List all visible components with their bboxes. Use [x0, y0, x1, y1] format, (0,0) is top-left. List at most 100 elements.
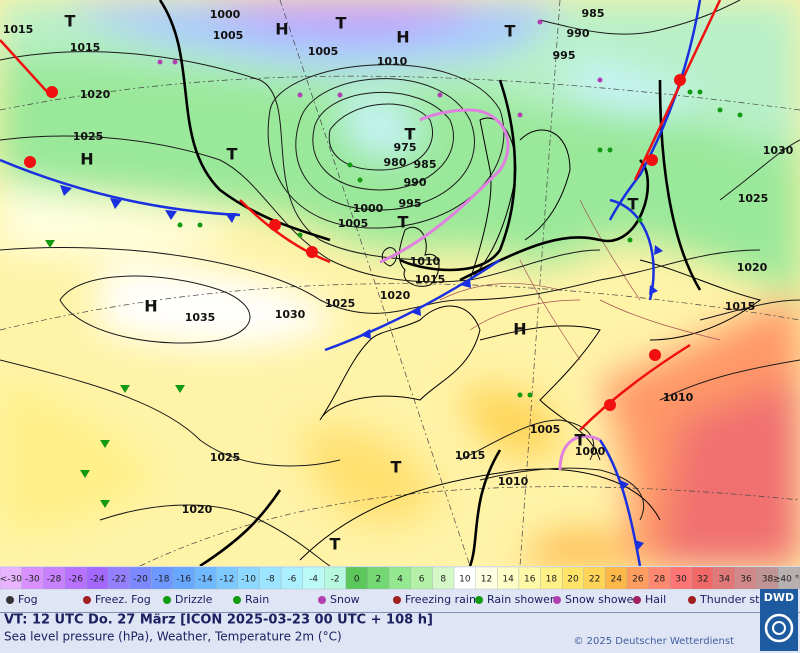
scale-label: 0 [354, 575, 360, 585]
legend-label: Fog [18, 593, 38, 606]
legend-symbol [393, 596, 401, 604]
legend-label: Hail [645, 593, 666, 606]
legend-symbol [6, 596, 14, 604]
scale-label: -6 [287, 575, 296, 585]
legend-label: Rain [245, 593, 269, 606]
logo: DWD [764, 591, 794, 604]
scale-label: -24 [90, 575, 105, 585]
pressure-center: T [398, 213, 409, 232]
isobar-label: 980 [384, 156, 407, 169]
pressure-center: T [505, 22, 516, 41]
pressure-center: T [330, 535, 341, 554]
legend-label: Freez. Fog [95, 593, 151, 606]
isobar-label: 1005 [338, 217, 369, 230]
pressure-center: H [80, 150, 93, 169]
legend-symbol [633, 596, 641, 604]
scale-label: 32 [697, 575, 708, 585]
scale-label: 20 [567, 575, 579, 585]
isobar-label: 1015 [725, 300, 756, 313]
scale-label: -4 [309, 575, 318, 585]
isobar-label: 1010 [410, 255, 441, 268]
logo-swirl [772, 621, 786, 635]
scale-label: 26 [632, 575, 644, 585]
valid-time: VT: 12 UTC Do. 27 März [ICON 2025-03-23 … [4, 613, 433, 628]
scale-label: 22 [589, 575, 600, 585]
copyright: © 2025 Deutscher Wetterdienst [573, 636, 734, 647]
subtitle: Sea level pressure (hPa), Weather, Tempe… [4, 630, 342, 644]
scale-label: 34 [719, 575, 731, 585]
scale-label: 24 [610, 575, 622, 585]
isobar-label: 1020 [737, 261, 768, 274]
isobar-label: 1025 [738, 192, 769, 205]
isobar-label: 1000 [210, 8, 241, 21]
isobar-label: 1020 [182, 503, 213, 516]
scale-label: 36 [740, 575, 752, 585]
scale-label: -26 [68, 575, 83, 585]
scale-label: 6 [419, 575, 425, 585]
legend-symbol [318, 596, 326, 604]
scale-label: 2 [376, 575, 382, 585]
pressure-center: T [628, 195, 639, 214]
pressure-center: H [513, 320, 526, 339]
pressure-center: H [396, 28, 409, 47]
isobar-label: 990 [567, 27, 590, 40]
pressure-center: T [336, 14, 347, 33]
pressure-center: T [227, 145, 238, 164]
isobar-label: 1020 [380, 289, 411, 302]
pressure-center: H [275, 20, 288, 39]
isobar-label: 1030 [763, 144, 794, 157]
scale-label: 12 [481, 575, 492, 585]
legend-symbol [163, 596, 171, 604]
legend-label: Snow shower [565, 593, 638, 606]
logo-swirl [764, 613, 794, 643]
pressure-center: H [144, 297, 157, 316]
isobar-label: 1015 [70, 41, 101, 54]
isobar-label: 1010 [377, 55, 408, 68]
isobar-label: 1035 [185, 311, 216, 324]
scale-label: -8 [266, 575, 275, 585]
isobar-label: 1005 [530, 423, 561, 436]
isobar-label: 995 [553, 49, 576, 62]
isobar-label: 1015 [3, 23, 34, 36]
scale-label: 38 [762, 575, 774, 585]
legend-label: Freezing rain [405, 593, 476, 606]
legend-symbol [475, 596, 483, 604]
scale-label: 10 [459, 575, 471, 585]
isobar-label: 1010 [663, 391, 694, 404]
scale-label: -22 [112, 575, 127, 585]
isobar-label: 990 [404, 176, 427, 189]
isobar-label: 1000 [575, 445, 606, 458]
scale-label: 8 [440, 575, 446, 585]
scale-label: -28 [47, 575, 62, 585]
legend-label: Rain shower [487, 593, 555, 606]
pressure-center: T [391, 458, 402, 477]
isobar-label: 1015 [455, 449, 486, 462]
pressure-center: T [575, 431, 586, 450]
legend-label: Snow [330, 593, 360, 606]
isobar-label: 995 [399, 197, 422, 210]
scale-label: -12 [220, 575, 235, 585]
isobar-label: 1025 [210, 451, 241, 464]
isobar-label: 1030 [275, 308, 306, 321]
scale-label: -30 [25, 575, 40, 585]
legend-symbol [83, 596, 91, 604]
scale-label: -18 [155, 575, 170, 585]
scale-label: <-30 [0, 575, 22, 585]
scale-label: -10 [241, 575, 256, 585]
scale-label: 16 [524, 575, 536, 585]
scale-label: -14 [198, 575, 213, 585]
isobar-label: 985 [414, 158, 437, 171]
isobar-label: 1020 [80, 88, 111, 101]
pressure-center: T [405, 125, 416, 144]
scale-label: 30 [675, 575, 687, 585]
isobar-label: 1025 [325, 297, 356, 310]
isobar-label: 1005 [213, 29, 244, 42]
scale-label: -20 [133, 575, 148, 585]
isobar-label: 1025 [73, 130, 104, 143]
isobar-label: 1000 [353, 202, 384, 215]
scale-label: 18 [546, 575, 558, 585]
scale-label: 28 [654, 575, 666, 585]
scale-label: 4 [397, 575, 403, 585]
scale-label: -2 [331, 575, 340, 585]
